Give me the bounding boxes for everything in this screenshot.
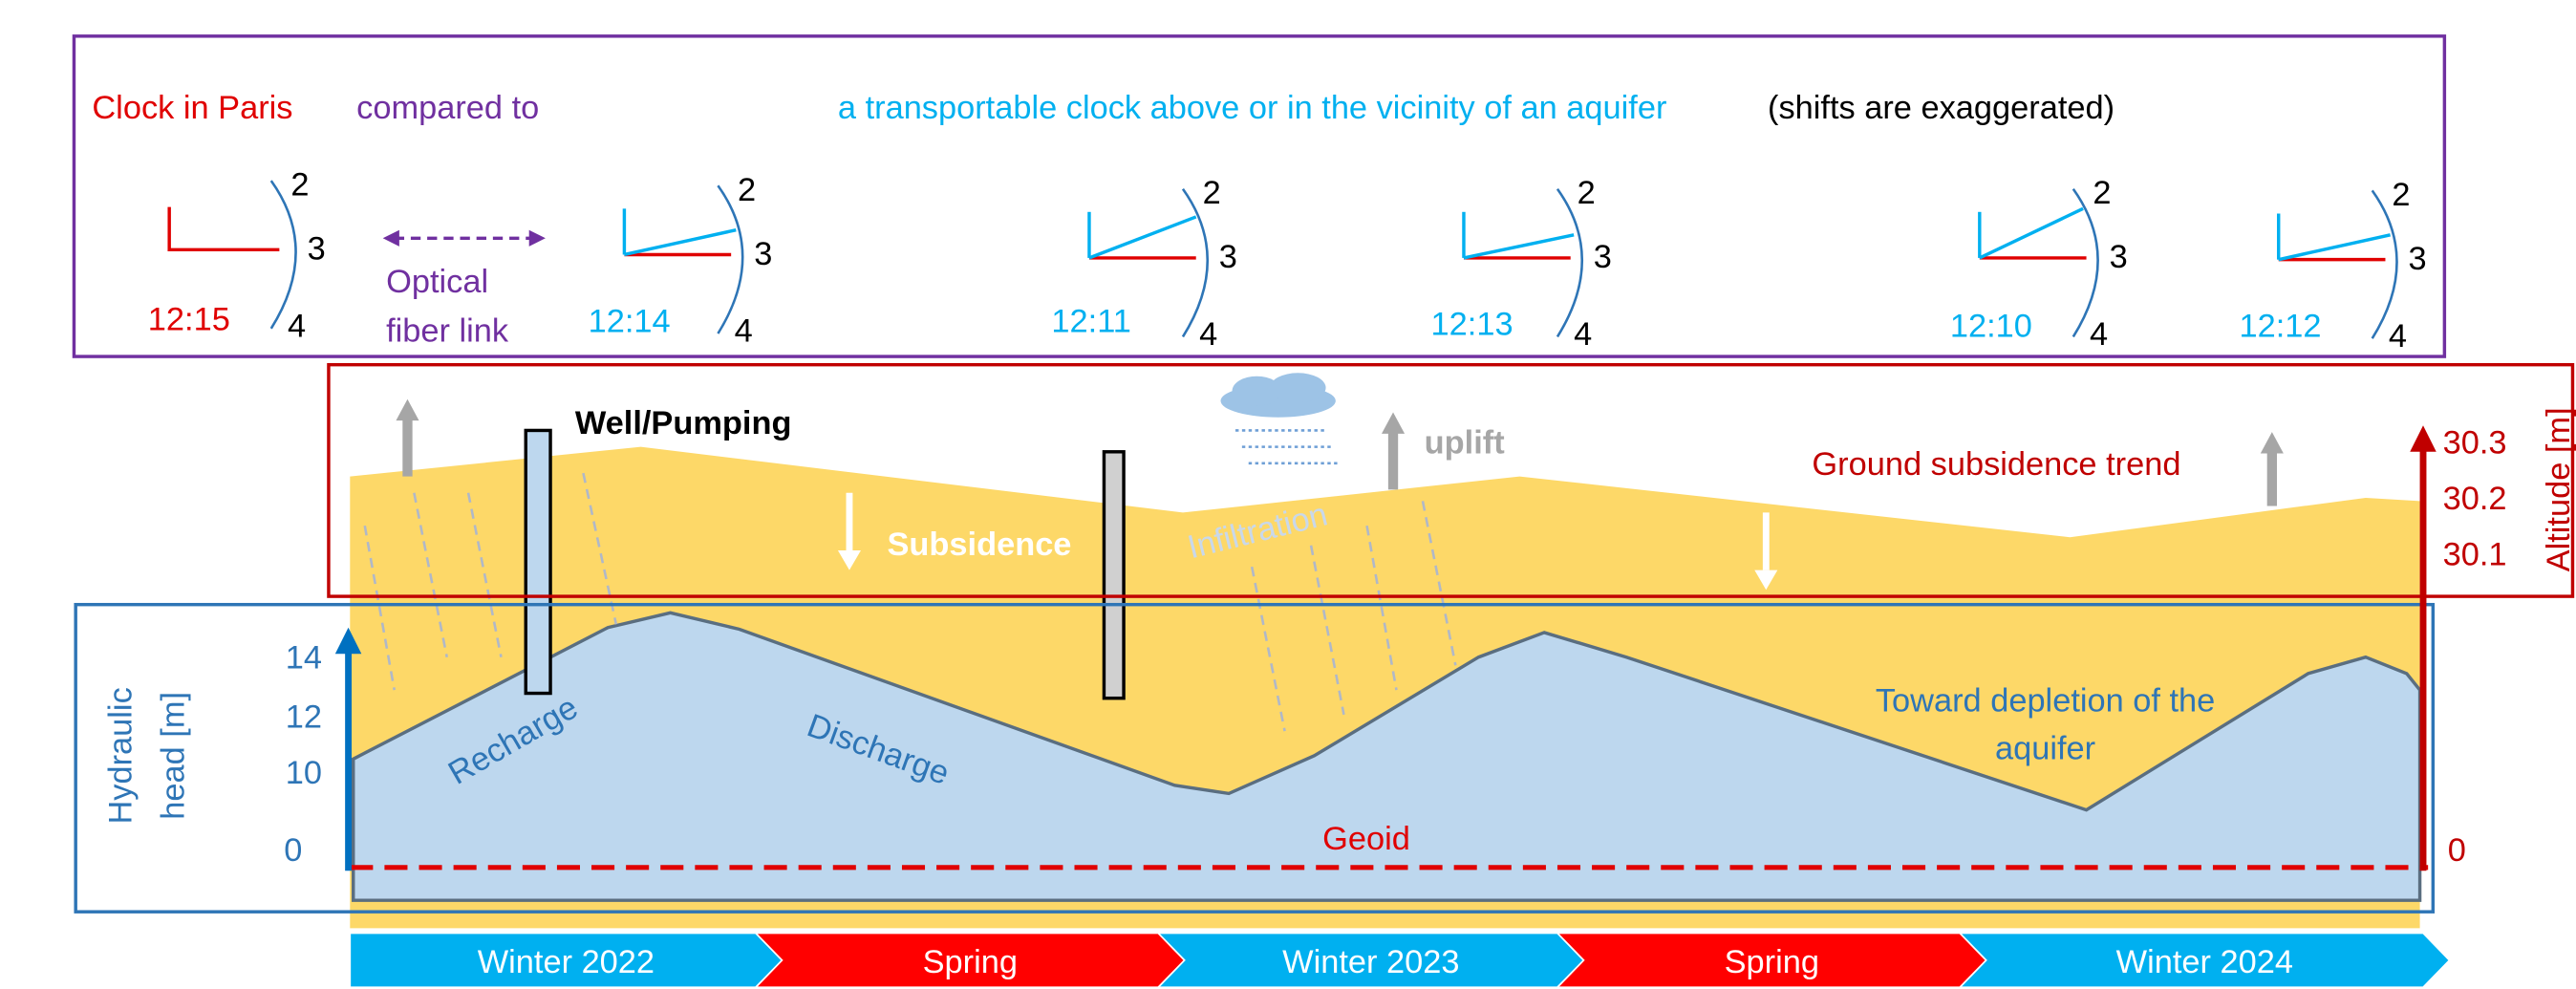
left-tick: 14: [286, 640, 322, 677]
season-label: Winter 2023: [1282, 944, 1459, 980]
geoid-label: Geoid: [1322, 821, 1410, 857]
dial-number: 3: [1594, 239, 1612, 275]
depletion-label: aquifer: [1995, 730, 2095, 766]
dial-number: 2: [290, 167, 309, 204]
season-label: Spring: [1725, 944, 1819, 980]
well-label: Well/Pumping: [575, 405, 792, 441]
right-tick: 0: [2448, 832, 2466, 869]
right-tick: 30.1: [2443, 536, 2507, 572]
clock: 2 3 4 12:14: [589, 172, 773, 350]
clock-hand: [624, 230, 736, 255]
header-transportable: a transportable clock above or in the vi…: [838, 90, 1667, 126]
subsidence-label: Subsidence: [887, 527, 1071, 563]
clock: 2 3 4 12:13: [1431, 175, 1612, 353]
dial-number: 4: [2090, 316, 2108, 353]
clock-time: 12:10: [1950, 308, 2032, 344]
clock-hand: [1089, 217, 1196, 258]
dial-number: 3: [1219, 239, 1237, 275]
left-tick: 12: [286, 699, 322, 736]
uplift-label: uplift: [1425, 425, 1506, 462]
rain-cloud: [1221, 373, 1342, 463]
clock: 2 3 4 12:12: [2239, 177, 2426, 355]
dial-number: 3: [754, 236, 772, 272]
clock-time: 12:11: [1051, 303, 1130, 339]
right-tick: 30.3: [2443, 425, 2507, 462]
link-label: fiber link: [386, 313, 509, 350]
rain-cloud-part: [1235, 430, 1341, 462]
right-axis-title: Altitude [m]: [2541, 407, 2576, 571]
season-label: Winter 2024: [2116, 944, 2293, 980]
diagram: Clock in Paris compared to a transportab…: [0, 0, 2576, 989]
dial-number: 2: [1203, 175, 1221, 211]
clock-hand: [2279, 235, 2391, 260]
clock-time: 12:15: [148, 302, 230, 338]
trend-label: Ground subsidence trend: [1812, 446, 2180, 483]
dial-number: 4: [2389, 318, 2407, 355]
dial-number: 4: [288, 308, 306, 344]
link-label: Optical: [386, 264, 488, 300]
well: [1104, 452, 1124, 699]
dial-number: 3: [308, 231, 326, 268]
uplift-arrows-part: [396, 399, 419, 420]
uplift-arrows-part: [2267, 452, 2277, 506]
season-label: Winter 2022: [478, 944, 655, 980]
header-paris: Clock in Paris: [92, 90, 292, 126]
dial-number: 4: [1574, 316, 1592, 353]
header-compared: compared to: [356, 90, 539, 126]
clock-hand: [1464, 235, 1574, 258]
well: [526, 430, 550, 693]
uplift-arrows-part: [1388, 432, 1398, 489]
dial-number: 3: [2110, 239, 2128, 275]
uplift-arrows-part: [402, 419, 412, 476]
header-note: (shifts are exaggerated): [1768, 90, 2114, 126]
page: Clock in Paris compared to a transportab…: [0, 0, 2576, 989]
dial-number: 2: [2392, 177, 2410, 213]
season-label: Spring: [923, 944, 1018, 980]
clock-time: 12:14: [589, 303, 671, 339]
uplift-arrows-part: [2261, 432, 2284, 453]
depletion-label: Toward depletion of the: [1876, 682, 2215, 719]
clock-hand: [1980, 208, 2083, 258]
season-bar: Winter 2022 Spring Winter 2023 Spring Winter…: [350, 934, 2449, 988]
clock: 2 3 4 12:11: [1051, 175, 1236, 353]
dial-number: 2: [2093, 175, 2111, 211]
right-tick: 30.2: [2443, 481, 2507, 517]
left-tick: 10: [286, 755, 322, 791]
clock-time: 12:12: [2239, 308, 2321, 344]
dial-number: 3: [2409, 241, 2427, 277]
dial-number: 2: [1578, 175, 1596, 211]
left-tick: 0: [284, 832, 302, 869]
clock-hands: [169, 207, 279, 250]
left-axis-title: Hydraulic: [103, 687, 140, 824]
dial-number: 4: [1199, 316, 1217, 353]
clock: 2 3 4 12:15: [148, 167, 326, 345]
uplift-arrows-part: [1382, 413, 1405, 434]
rain-cloud-part: [1270, 373, 1325, 402]
dial-number: 4: [735, 313, 753, 350]
clock-time: 12:13: [1431, 307, 1513, 343]
dial-number: 2: [738, 172, 756, 208]
clock: 2 3 4 12:10: [1950, 175, 2128, 353]
left-axis-title: head [m]: [156, 692, 192, 820]
right-axis-head: [2410, 425, 2436, 452]
